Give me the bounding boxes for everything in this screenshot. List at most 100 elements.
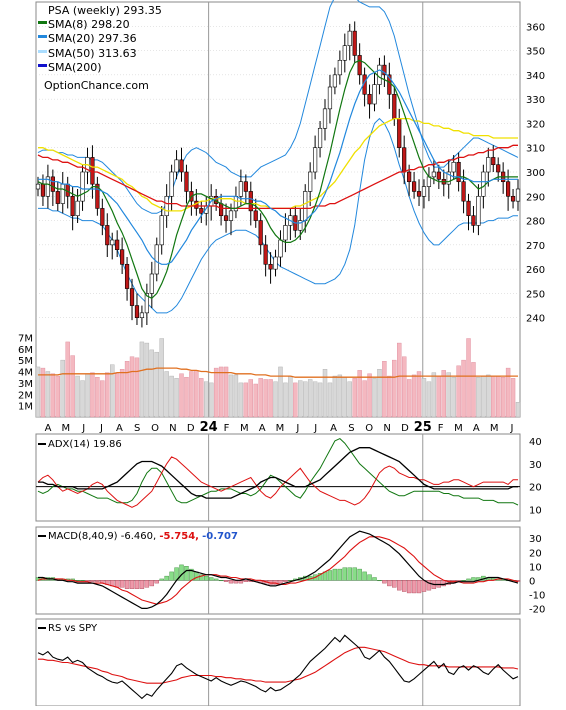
volume-tick-label: 6M xyxy=(18,345,33,356)
macd-histogram-bar xyxy=(159,578,164,581)
x-tick-label: M xyxy=(62,423,71,434)
rs-line xyxy=(37,634,519,700)
volume-bar xyxy=(213,367,219,418)
macd-histogram-bar xyxy=(154,580,159,584)
volume-bar xyxy=(129,356,135,418)
macd-histogram-bar xyxy=(392,580,397,588)
rs-label-text: RS vs SPY xyxy=(48,623,98,634)
volume-tick-label: 5M xyxy=(18,356,33,367)
candle-body xyxy=(154,244,159,275)
volume-bar xyxy=(421,378,427,418)
candle-body xyxy=(352,30,357,56)
candle-body xyxy=(426,176,432,187)
macd-histogram-bar xyxy=(208,577,214,581)
volume-bar xyxy=(307,379,313,418)
volume-bar xyxy=(451,376,456,418)
volume-bar xyxy=(75,375,80,418)
volume-bar xyxy=(100,380,105,418)
x-tick-label: J xyxy=(81,423,85,434)
x-tick-label: N xyxy=(383,423,390,434)
volume-bar xyxy=(352,378,357,418)
sma20-line xyxy=(38,69,518,265)
x-tick-label: M xyxy=(276,423,285,434)
volume-bar xyxy=(95,376,100,418)
macd-tick-label: -10 xyxy=(529,590,545,601)
volume-bar xyxy=(90,372,95,418)
candle-body xyxy=(515,188,521,202)
candle-body xyxy=(218,203,224,217)
volume-bar xyxy=(322,369,328,418)
candle-body xyxy=(303,191,308,221)
macd-histogram-bar xyxy=(377,580,382,582)
macd-value: MACD(8,40,9) -6.460, xyxy=(48,531,156,542)
volume-bar xyxy=(298,380,303,418)
volume-bar xyxy=(50,373,56,418)
macd-histogram-bar xyxy=(421,580,427,592)
volume-bar xyxy=(471,362,476,418)
candle-body xyxy=(139,312,145,319)
macd-histogram-bar xyxy=(401,580,407,592)
macd-histogram-bar xyxy=(149,580,155,587)
macd-histogram-bar xyxy=(436,580,442,588)
candle-body xyxy=(253,210,258,221)
volume-bar xyxy=(505,367,511,418)
volume-bar xyxy=(416,371,422,418)
grid-lines xyxy=(36,2,520,706)
macd-tick-label: -20 xyxy=(529,604,545,615)
macd-histogram-bar xyxy=(144,580,150,588)
macd-histogram-bar xyxy=(372,577,377,581)
candle-body xyxy=(258,220,263,246)
volume-bar xyxy=(500,376,506,418)
candle-body xyxy=(50,176,55,192)
candle-body xyxy=(120,249,125,265)
macd-swatch xyxy=(38,535,46,537)
candle-body xyxy=(124,263,130,289)
volume-bar xyxy=(283,382,288,418)
candle-body xyxy=(337,59,342,76)
x-tick-label: S xyxy=(134,423,140,434)
volume-bar xyxy=(496,375,501,418)
x-tick-label: F xyxy=(438,423,444,434)
macd-signal-value: -5.754, xyxy=(159,531,199,542)
candle-body xyxy=(144,293,149,314)
candle-body xyxy=(308,171,313,192)
candle-body xyxy=(263,244,268,265)
x-tick-label: S xyxy=(348,423,354,434)
volume-bar xyxy=(481,375,486,418)
x-tick-label: O xyxy=(151,423,159,434)
adx-swatch xyxy=(38,443,46,445)
volume-bar xyxy=(243,382,249,418)
legend-sma8: SMA(8) 298.20 xyxy=(48,18,130,31)
macd-histogram-bar xyxy=(382,580,387,584)
adx-tick-label: 10 xyxy=(529,506,542,517)
volume-bar xyxy=(397,342,402,418)
volume-bar xyxy=(466,338,471,418)
legend-sma50-swatch xyxy=(38,50,47,53)
volume-bar xyxy=(204,381,209,418)
macd-histogram-bar xyxy=(129,580,135,589)
volume-bar xyxy=(189,371,194,418)
price-tick-label: 290 xyxy=(526,192,545,203)
candle-body xyxy=(357,55,362,76)
candle-body xyxy=(476,195,481,226)
candle-body xyxy=(283,225,288,241)
volume-tick-label: 3M xyxy=(18,379,33,390)
volume-bar xyxy=(372,378,377,418)
volume-bar xyxy=(169,375,174,418)
x-tick-label: J xyxy=(313,423,317,434)
volume-bar xyxy=(218,366,224,418)
macd-histogram-bar xyxy=(471,577,476,581)
macd-histogram-bar xyxy=(283,580,288,582)
x-tick-label: J xyxy=(295,423,299,434)
macd-histogram-bar xyxy=(337,568,343,581)
x-tick-label: M xyxy=(490,423,499,434)
adx-tick-label: 30 xyxy=(529,460,542,471)
macd-histogram-bar xyxy=(357,568,362,581)
volume-bar xyxy=(317,382,323,418)
legend-sma200: SMA(200) xyxy=(48,61,102,74)
candle-body xyxy=(149,273,154,294)
volume-bar xyxy=(377,369,382,418)
volume-bar xyxy=(268,379,273,418)
